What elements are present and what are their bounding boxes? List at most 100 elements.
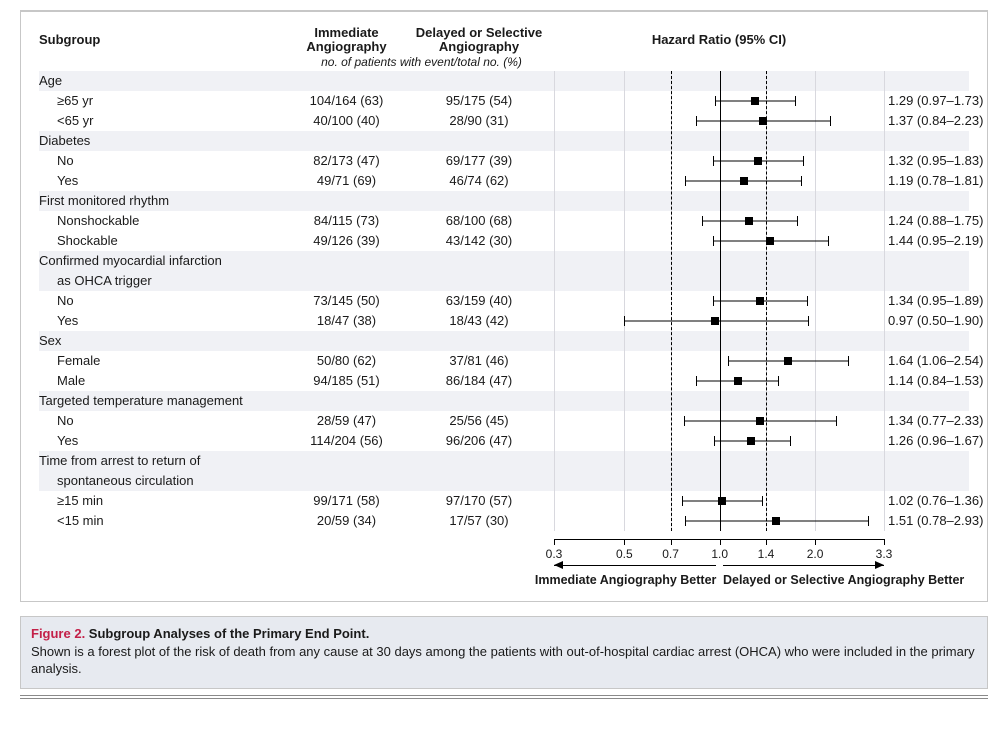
figure-panel: Subgroup ImmediateAngiography Delayed or… [20, 10, 988, 602]
axis-label-left: Immediate Angiography Better [535, 573, 717, 587]
axis-label-right: Delayed or Selective Angiography Better [723, 573, 964, 587]
table-row: Yes114/204 (56)96/206 (47)1.26 (0.96–1.6… [39, 431, 969, 451]
axis-tick [624, 539, 625, 545]
cell-delayed: 86/184 (47) [404, 371, 554, 391]
axis-tick [671, 539, 672, 545]
cell-hr: 1.29 (0.97–1.73) [884, 91, 984, 111]
bottom-rule [20, 695, 988, 699]
axis-area: Immediate Angiography Better Delayed or … [39, 535, 969, 591]
cell-immediate: 82/173 (47) [289, 151, 404, 171]
cell-immediate: 114/204 (56) [289, 431, 404, 451]
cell-hr: 1.26 (0.96–1.67) [884, 431, 984, 451]
group-label: Targeted temperature management [39, 391, 289, 411]
cell-delayed: 97/170 (57) [404, 491, 554, 511]
group-header: Confirmed myocardial infarctionas OHCA t… [39, 251, 969, 291]
cell-immediate: 50/80 (62) [289, 351, 404, 371]
cell-delayed: 69/177 (39) [404, 151, 554, 171]
subheader-metric: no. of patients with event/total no. (%) [289, 55, 554, 71]
axis-tick-label: 1.4 [758, 547, 775, 561]
caption-title-accent: Figure 2. [31, 626, 85, 641]
axis-tick-label: 3.3 [876, 547, 893, 561]
cell-immediate: 20/59 (34) [289, 511, 404, 531]
axis-tick [884, 539, 885, 545]
group-header: Diabetes [39, 131, 969, 151]
cell-hr: 1.34 (0.95–1.89) [884, 291, 984, 311]
subgroup-label: No [39, 291, 289, 311]
header-immediate-text: ImmediateAngiography [306, 25, 386, 54]
cell-immediate: 104/164 (63) [289, 91, 404, 111]
axis-tick [554, 539, 555, 545]
cell-immediate: 28/59 (47) [289, 411, 404, 431]
cell-immediate: 18/47 (38) [289, 311, 404, 331]
cell-delayed: 95/175 (54) [404, 91, 554, 111]
table-row: <65 yr40/100 (40)28/90 (31)1.37 (0.84–2.… [39, 111, 969, 131]
subgroup-label: <65 yr [39, 111, 289, 131]
cell-delayed: 96/206 (47) [404, 431, 554, 451]
cell-hr: 1.34 (0.77–2.33) [884, 411, 984, 431]
group-label: Diabetes [39, 131, 289, 151]
axis-tick-label: 0.3 [546, 547, 563, 561]
cell-delayed: 18/43 (42) [404, 311, 554, 331]
table-row: Nonshockable84/115 (73)68/100 (68)1.24 (… [39, 211, 969, 231]
cell-hr: 0.97 (0.50–1.90) [884, 311, 984, 331]
cell-delayed: 28/90 (31) [404, 111, 554, 131]
figure-caption: Figure 2. Subgroup Analyses of the Prima… [20, 616, 988, 689]
header-delayed-text: Delayed or SelectiveAngiography [416, 25, 542, 54]
column-subheader: no. of patients with event/total no. (%) [39, 55, 969, 71]
subgroup-label: No [39, 411, 289, 431]
cell-delayed: 25/56 (45) [404, 411, 554, 431]
cell-immediate: 73/145 (50) [289, 291, 404, 311]
cell-hr: 1.37 (0.84–2.23) [884, 111, 984, 131]
axis-arrow-segment [723, 565, 884, 566]
table-row: Yes49/71 (69)46/74 (62)1.19 (0.78–1.81) [39, 171, 969, 191]
group-header: First monitored rhythm [39, 191, 969, 211]
axis-tick-label: 2.0 [807, 547, 824, 561]
subgroup-label: Yes [39, 311, 289, 331]
cell-hr: 1.19 (0.78–1.81) [884, 171, 984, 191]
table-row: No73/145 (50)63/159 (40)1.34 (0.95–1.89) [39, 291, 969, 311]
subgroup-label: ≥15 min [39, 491, 289, 511]
cell-hr: 1.24 (0.88–1.75) [884, 211, 984, 231]
group-label: Age [39, 71, 289, 91]
column-headers: Subgroup ImmediateAngiography Delayed or… [39, 26, 969, 55]
table-row: No28/59 (47)25/56 (45)1.34 (0.77–2.33) [39, 411, 969, 431]
cell-delayed: 63/159 (40) [404, 291, 554, 311]
group-label: Time from arrest to return ofspontaneous… [39, 451, 289, 491]
subgroup-label: Shockable [39, 231, 289, 251]
rows-container: Age≥65 yr104/164 (63)95/175 (54)1.29 (0.… [39, 71, 969, 531]
cell-immediate: 84/115 (73) [289, 211, 404, 231]
cell-hr: 1.64 (1.06–2.54) [884, 351, 984, 371]
subgroup-label: Yes [39, 431, 289, 451]
table-row: Female50/80 (62)37/81 (46)1.64 (1.06–2.5… [39, 351, 969, 371]
table-row: Yes18/47 (38)18/43 (42)0.97 (0.50–1.90) [39, 311, 969, 331]
cell-hr: 1.02 (0.76–1.36) [884, 491, 984, 511]
cell-delayed: 37/81 (46) [404, 351, 554, 371]
header-subgroup: Subgroup [39, 33, 289, 49]
cell-immediate: 40/100 (40) [289, 111, 404, 131]
cell-immediate: 49/126 (39) [289, 231, 404, 251]
cell-delayed: 43/142 (30) [404, 231, 554, 251]
cell-hr: 1.14 (0.84–1.53) [884, 371, 984, 391]
axis-tick [766, 539, 767, 545]
caption-body: Shown is a forest plot of the risk of de… [31, 643, 977, 678]
cell-immediate: 99/171 (58) [289, 491, 404, 511]
axis: Immediate Angiography Better Delayed or … [554, 535, 884, 591]
caption-title: Figure 2. Subgroup Analyses of the Prima… [31, 625, 977, 643]
cell-hr: 1.44 (0.95–2.19) [884, 231, 984, 251]
header-immediate: ImmediateAngiography [289, 26, 404, 55]
axis-tick-label: 0.7 [662, 547, 679, 561]
axis-tick-label: 0.5 [616, 547, 633, 561]
group-header: Time from arrest to return ofspontaneous… [39, 451, 969, 491]
cell-hr: 1.51 (0.78–2.93) [884, 511, 984, 531]
subgroup-label: ≥65 yr [39, 91, 289, 111]
axis-arrow-segment [554, 565, 716, 566]
table-row: ≥65 yr104/164 (63)95/175 (54)1.29 (0.97–… [39, 91, 969, 111]
subgroup-label: Male [39, 371, 289, 391]
table-row: Male94/185 (51)86/184 (47)1.14 (0.84–1.5… [39, 371, 969, 391]
subgroup-label: Yes [39, 171, 289, 191]
cell-immediate: 94/185 (51) [289, 371, 404, 391]
cell-delayed: 68/100 (68) [404, 211, 554, 231]
header-hr: Hazard Ratio (95% CI) [554, 33, 884, 49]
cell-hr: 1.32 (0.95–1.83) [884, 151, 984, 171]
axis-tick [815, 539, 816, 545]
